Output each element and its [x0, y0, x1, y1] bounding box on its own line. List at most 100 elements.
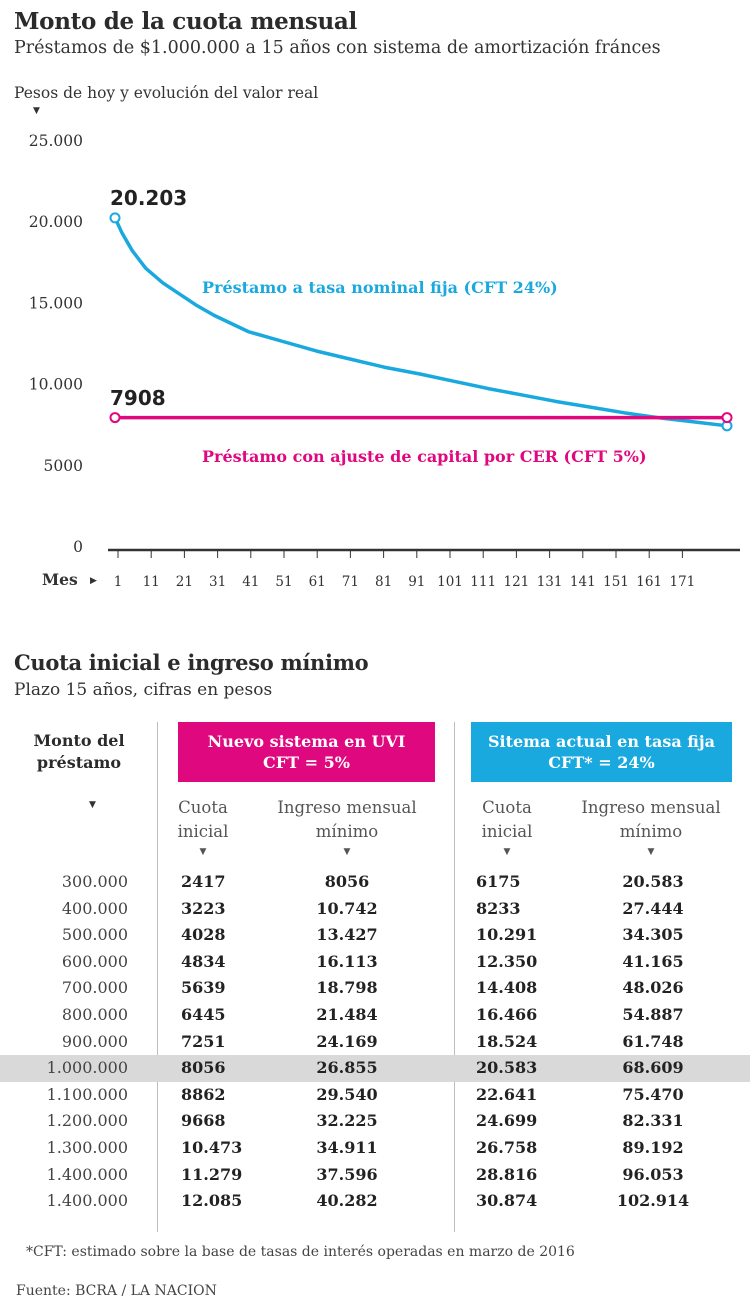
- uvi-ingreso-cell: 26.855: [316, 1058, 378, 1078]
- series-name-label: Préstamo a tasa nominal fija (CFT 24%): [202, 278, 558, 297]
- series-start-point: [109, 212, 121, 224]
- uvi-cuota-cell: 8056: [181, 1058, 226, 1078]
- table-row: 400.000 3223 10.742 8233 27.444: [0, 896, 750, 923]
- fija-cuota-cell: 28.816: [476, 1164, 538, 1184]
- fija-ingreso-cell: 96.053: [622, 1164, 684, 1184]
- fija-ingreso-cell: 54.887: [622, 1004, 684, 1024]
- uvi-cuota-cell: 12.085: [181, 1191, 243, 1211]
- x-tick-label: 111: [470, 574, 496, 590]
- fija-ingreso-cell: 68.609: [622, 1058, 684, 1078]
- uvi-ingreso-header: Ingreso mensual mínimo ▼: [277, 798, 417, 857]
- uvi-ingreso-cell: 32.225: [316, 1111, 378, 1131]
- uvi-cuota-cell: 3223: [181, 898, 226, 918]
- x-tick-label: 11: [143, 574, 160, 590]
- x-tick-label: 121: [504, 574, 530, 590]
- fija-cuota-cell: 8233: [476, 898, 521, 918]
- fija-cuota-cell: 30.874: [476, 1191, 538, 1211]
- x-axis-label: Mes: [42, 570, 78, 589]
- uvi-ingreso-cell: 8056: [324, 872, 370, 891]
- uvi-ingreso-cell: 10.742: [316, 898, 378, 918]
- x-tick-label: 21: [176, 574, 193, 590]
- column-divider: [157, 722, 158, 1232]
- series-end-point: [721, 412, 733, 424]
- table-row: 300.000 2417 8056 6175 20.583: [0, 869, 750, 896]
- source: Fuente: BCRA / LA NACION: [16, 1283, 217, 1299]
- fija-cuota-cell: 12.350: [476, 951, 538, 971]
- series-start-label: 20.203: [110, 186, 187, 210]
- x-tick-label: 31: [209, 574, 226, 590]
- table-row: 1.300.000 10.473 34.911 26.758 89.192: [0, 1135, 750, 1162]
- x-tick-label: 51: [275, 574, 292, 590]
- fija-cuota-cell: 16.466: [476, 1004, 538, 1024]
- loan-amount-cell: 1.300.000: [46, 1137, 128, 1157]
- fija-cuota-cell: 14.408: [476, 978, 538, 998]
- x-tick-label: 141: [570, 574, 596, 590]
- fija-ingreso-cell: 27.444: [622, 898, 684, 918]
- loan-amount-cell: 800.000: [61, 1004, 128, 1024]
- uvi-cuota-cell: 10.473: [181, 1137, 243, 1157]
- chart-title: Monto de la cuota mensual: [14, 8, 357, 35]
- fija-cuota-cell: 22.641: [476, 1084, 538, 1104]
- x-tick-label: 81: [375, 574, 392, 590]
- uvi-ingreso-cell: 21.484: [316, 1004, 378, 1024]
- uvi-ingreso-cell: 29.540: [316, 1084, 378, 1104]
- y-tick-label: 0: [73, 538, 83, 556]
- fija-cuota-cell: 18.524: [476, 1031, 538, 1051]
- series-start-point: [109, 412, 121, 424]
- fija-ingreso-cell: 34.305: [622, 925, 684, 945]
- table-row: 1.400.000 11.279 37.596 28.816 96.053: [0, 1162, 750, 1189]
- table-body: 300.000 2417 8056 6175 20.583 400.000 3223 10.7…: [0, 869, 750, 1215]
- fija-ingreso-cell: 102.914: [616, 1191, 690, 1211]
- fija-cuota-cell: 6175: [476, 872, 521, 891]
- series-line-fixed-rate: [113, 216, 729, 428]
- x-tick-label: 151: [603, 574, 629, 590]
- uvi-cuota-cell: 7251: [181, 1031, 226, 1051]
- y-tick-label: 10.000: [29, 376, 83, 394]
- table-row: 1.200.000 9668 32.225 24.699 82.331: [0, 1108, 750, 1135]
- fija-ingreso-cell: 41.165: [622, 951, 684, 971]
- table-title: Cuota inicial e ingreso mínimo: [14, 650, 369, 675]
- fija-ingreso-cell: 48.026: [622, 978, 684, 998]
- uvi-cuota-cell: 4028: [181, 925, 226, 945]
- loan-amount-cell: 400.000: [61, 898, 128, 918]
- uvi-cuota-header: Cuota inicial ▼: [177, 798, 229, 857]
- x-tick-label: 91: [408, 574, 425, 590]
- loan-amount-cell: 1.200.000: [46, 1111, 128, 1131]
- x-tick-label: 101: [437, 574, 463, 590]
- loan-amount-cell: 700.000: [61, 978, 128, 998]
- table-row: 900.000 7251 24.169 18.524 61.748: [0, 1029, 750, 1056]
- loan-amount-cell: 300.000: [61, 872, 128, 891]
- uvi-ingreso-cell: 13.427: [316, 925, 378, 945]
- chart-subtitle: Préstamos de $1.000.000 a 15 años con si…: [14, 38, 661, 58]
- table-row: 800.000 6445 21.484 16.466 54.887: [0, 1002, 750, 1029]
- column-divider: [454, 722, 455, 1232]
- table-row: 1.400.000 12.085 40.282 30.874 102.914: [0, 1188, 750, 1215]
- fija-cuota-header: Cuota inicial ▼: [481, 798, 533, 857]
- x-tick-label: 61: [309, 574, 326, 590]
- x-axis-arrow: ▶: [90, 576, 97, 586]
- table-row: 1.100.000 8862 29.540 22.641 75.470: [0, 1082, 750, 1109]
- uvi-ingreso-cell: 40.282: [316, 1191, 378, 1211]
- fija-ingreso-cell: 20.583: [622, 872, 684, 891]
- y-tick-label: 20.000: [29, 213, 83, 231]
- table-row: 500.000 4028 13.427 10.291 34.305: [0, 922, 750, 949]
- uvi-ingreso-cell: 18.798: [316, 978, 378, 998]
- fija-ingreso-cell: 75.470: [622, 1084, 684, 1104]
- y-tick-label: 25.000: [29, 132, 83, 150]
- y-axis-arrow: ▼: [33, 106, 40, 116]
- fija-ingreso-cell: 82.331: [622, 1111, 684, 1131]
- loan-amount-cell: 500.000: [61, 925, 128, 945]
- fija-cuota-cell: 20.583: [476, 1058, 538, 1078]
- fija-ingreso-cell: 89.192: [622, 1137, 684, 1157]
- table-row: 600.000 4834 16.113 12.350 41.165: [0, 949, 750, 976]
- y-tick-label: 15.000: [29, 294, 83, 312]
- loan-amount-cell: 1.400.000: [46, 1164, 128, 1184]
- fija-cuota-cell: 24.699: [476, 1111, 538, 1131]
- uvi-cuota-cell: 6445: [181, 1004, 226, 1024]
- uvi-cuota-cell: 4834: [181, 951, 226, 971]
- uvi-cuota-cell: 8862: [181, 1084, 226, 1104]
- x-tick-label: 171: [670, 574, 696, 590]
- footnote: *CFT: estimado sobre la base de tasas de…: [26, 1244, 575, 1260]
